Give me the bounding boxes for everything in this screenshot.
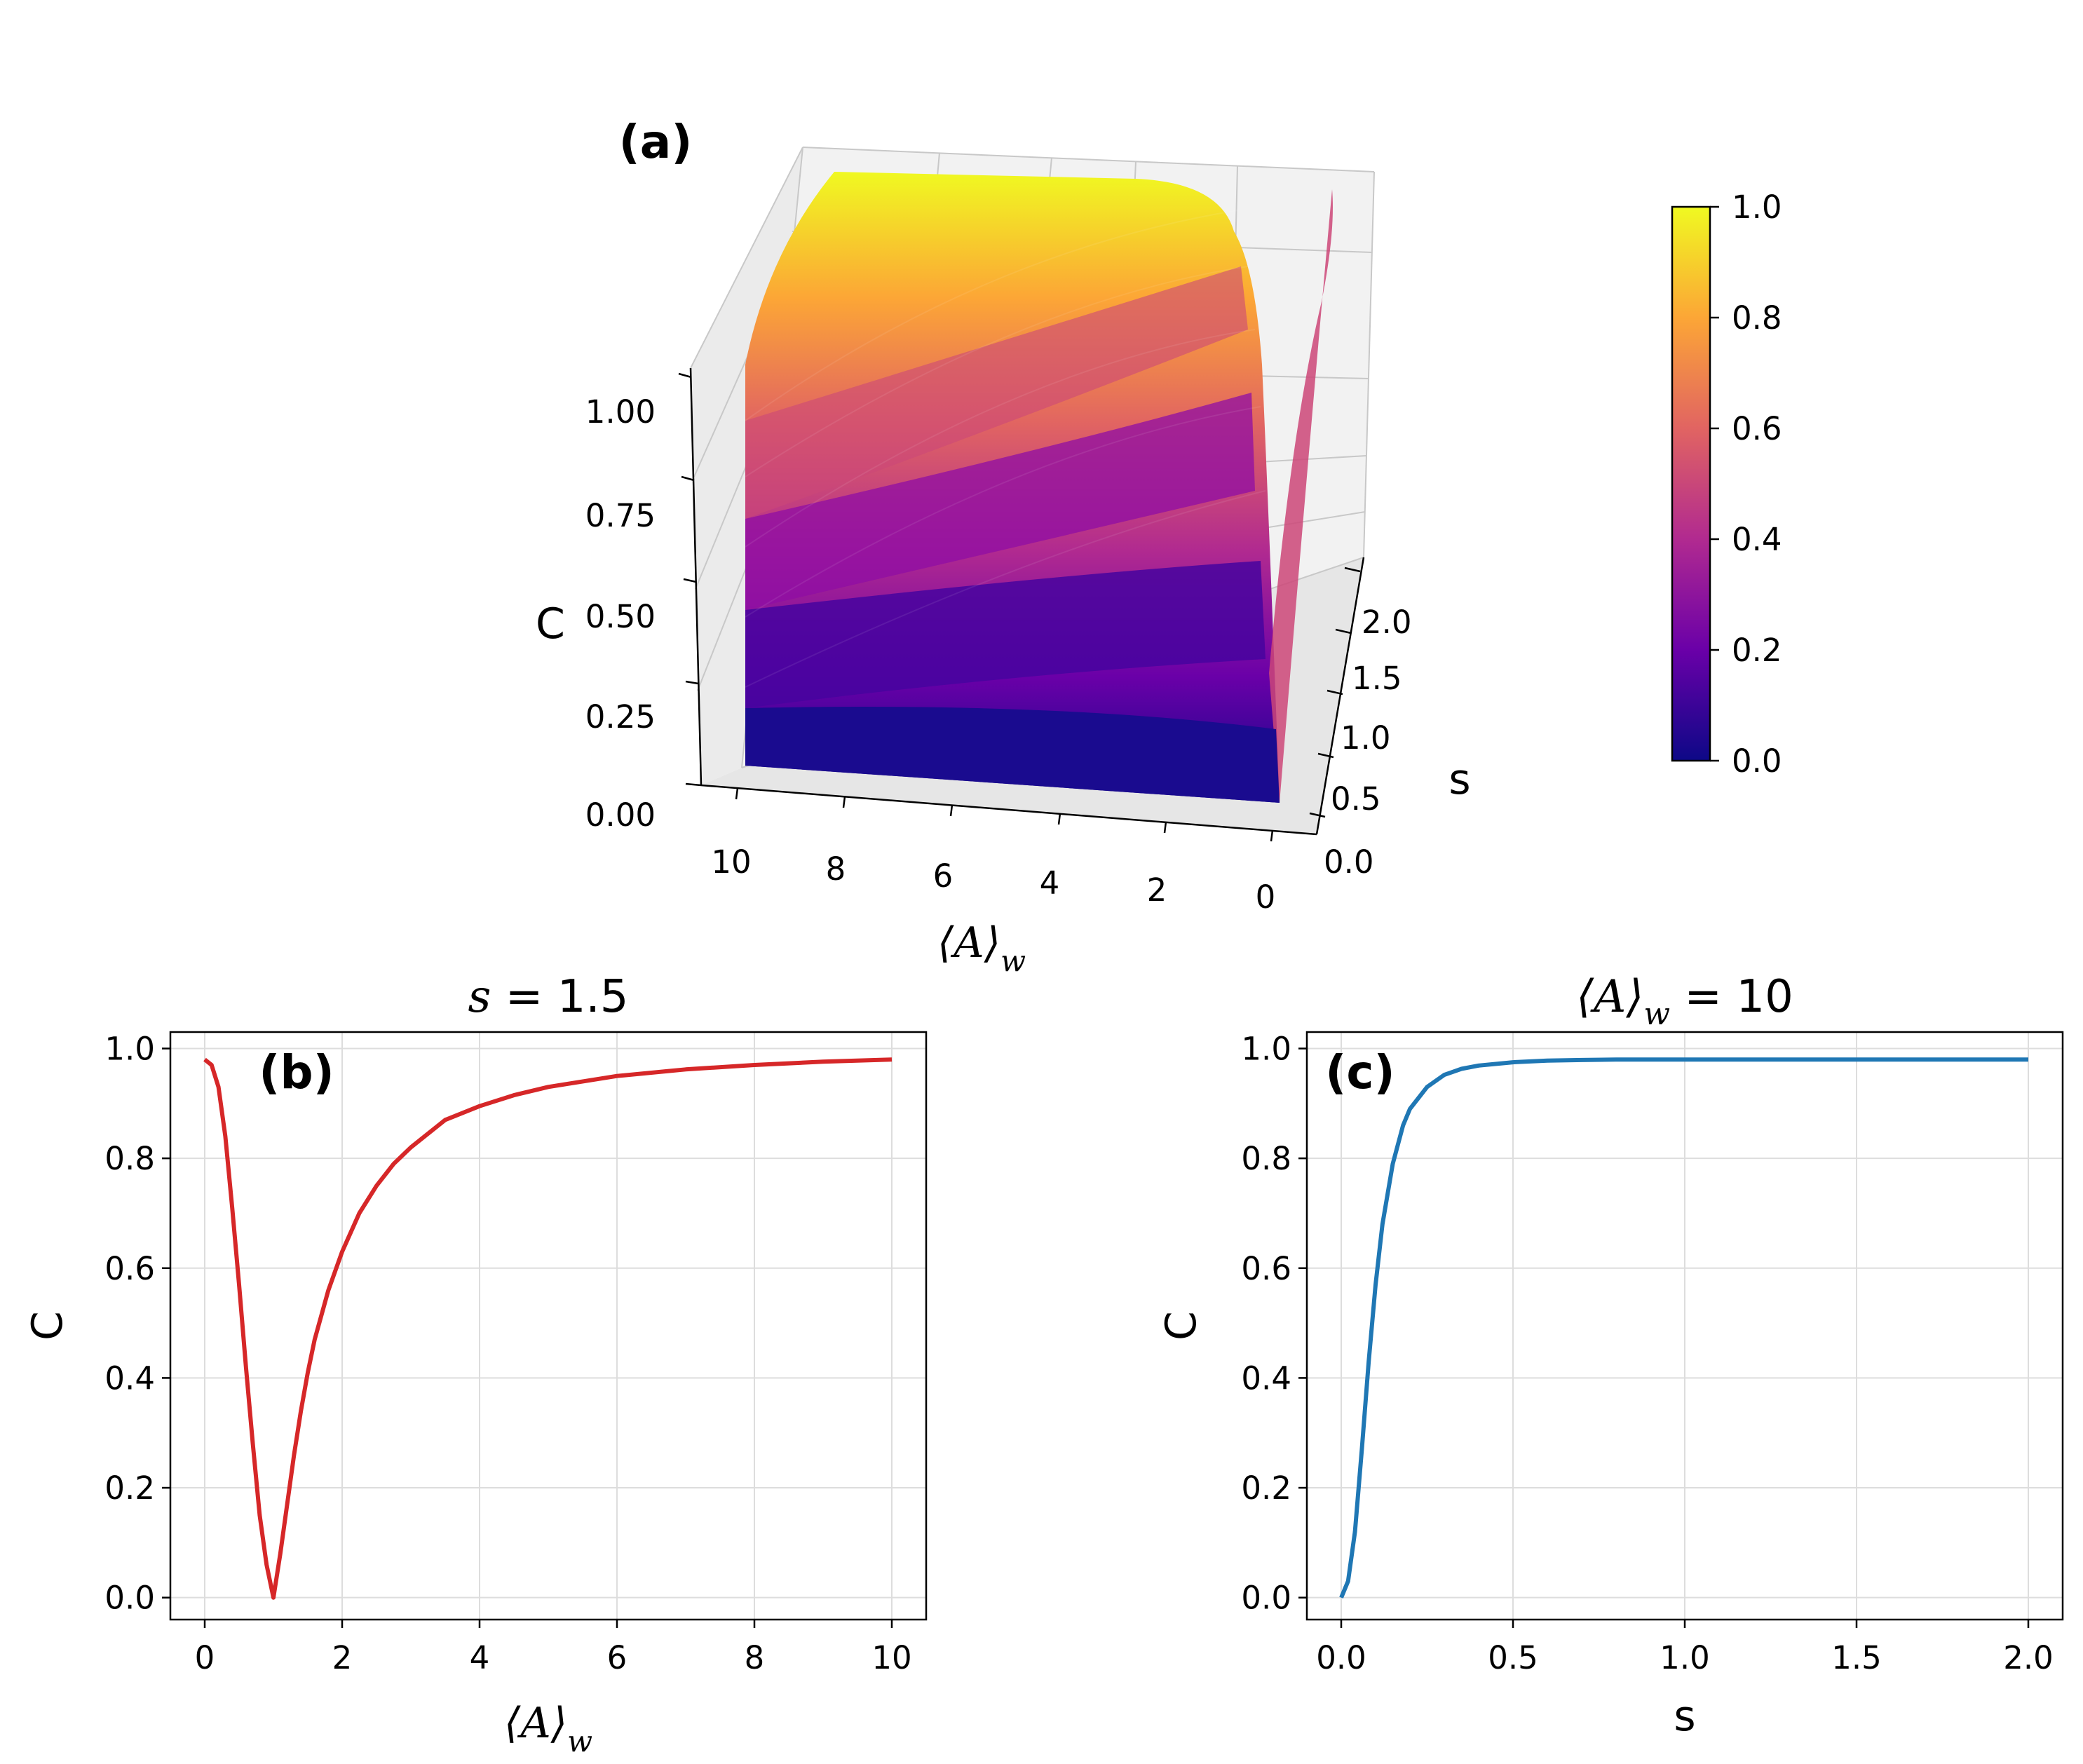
y-tick-label: 1.0	[104, 1030, 155, 1067]
z-tick-mark	[685, 782, 702, 787]
colorbar-tick-label: 0.4	[1732, 521, 1782, 558]
panel-label-b: (b)	[259, 1045, 334, 1099]
x-tick-mark	[735, 787, 739, 800]
z-tick-mark	[685, 680, 699, 685]
s-tick-mark	[1327, 689, 1343, 696]
series-line	[203, 1057, 893, 1600]
x-ticks: 0 2 4 6 8 10	[195, 1620, 912, 1676]
x-tick-label: 0	[195, 1639, 215, 1676]
s-tick-label: 2.0	[1362, 604, 1412, 641]
y-tick-label: 0.8	[104, 1140, 155, 1177]
colorbar-tick-label: 0.2	[1732, 632, 1782, 669]
x-tick-label: 2	[332, 1639, 353, 1676]
z-tick-label: 0.00	[585, 796, 656, 834]
y-tick-label: 0.0	[104, 1580, 155, 1617]
x-tick-label: 0.0	[1316, 1639, 1366, 1676]
x-tick-label: 10	[711, 843, 751, 881]
x-tick-label: 2	[1147, 871, 1167, 909]
z-tick-label: 0.50	[585, 598, 656, 635]
x-tick-label: 4	[470, 1639, 490, 1676]
x-ticks: 0.0 0.5 1.0 1.5 2.0	[1316, 1620, 2054, 1676]
panel-label-c: (c)	[1325, 1045, 1395, 1099]
s-tick-mark	[1344, 566, 1361, 573]
surface	[745, 172, 1333, 803]
s-tick-label: 1.5	[1352, 660, 1402, 697]
plot-frame	[169, 1031, 928, 1621]
y-tick-label: 0.6	[104, 1250, 155, 1287]
s-tick-label: 0.5	[1331, 780, 1381, 817]
s-axis-label: s	[1448, 755, 1470, 804]
z-tick-mark	[681, 475, 695, 482]
y-axis-label: C	[1157, 1311, 1206, 1341]
colorbar-tick-label: 1.0	[1732, 189, 1782, 226]
x-tick-label: 0.5	[1488, 1639, 1538, 1676]
s-axis-3d: 0.0 0.5 1.0 1.5 2.0 s	[1309, 557, 1471, 881]
grid	[1307, 1032, 2063, 1620]
x-tick-label: 8	[826, 850, 846, 888]
x-tick-label: 1.5	[1831, 1639, 1882, 1676]
y-ticks: 0.0 0.2 0.4 0.6 0.8 1.0	[104, 1030, 170, 1617]
x-axis-3d: 10 8 6 4 2 0 ⟨A⟩w	[700, 784, 1317, 978]
colorbar-tick-label: 0.0	[1732, 742, 1782, 780]
y-tick-label: 1.0	[1241, 1030, 1291, 1067]
y-tick-label: 0.4	[1241, 1359, 1291, 1397]
x-tick-mark	[1163, 821, 1167, 834]
y-tick-label: 0.8	[1241, 1140, 1291, 1177]
s-tick-label: 0.0	[1324, 843, 1374, 881]
x-axis-label: s	[1674, 1692, 1695, 1741]
s-tick-mark	[1309, 812, 1326, 818]
x-tick-label: 4	[1040, 864, 1060, 902]
x-tick-label: 1.0	[1660, 1639, 1710, 1676]
colorbar-tick-label: 0.6	[1732, 410, 1782, 447]
z-tick-label: 0.75	[585, 497, 656, 534]
x-tick-mark	[949, 804, 954, 817]
y-tick-label: 0.4	[104, 1359, 155, 1397]
x-axis-label: ⟨A⟩w	[504, 1699, 592, 1758]
x-tick-label: 2.0	[2003, 1639, 2054, 1676]
x-axis-label: ⟨A⟩w	[937, 918, 1026, 978]
x-tick-label: 6	[933, 857, 954, 895]
y-tick-label: 0.2	[1241, 1470, 1291, 1507]
x-tick-mark	[1270, 829, 1274, 842]
x-tick-label: 10	[871, 1639, 911, 1676]
z-tick-label: 0.25	[585, 698, 656, 735]
z-tick-label: 1.00	[585, 393, 656, 430]
colorbar: 0.0 0.2 0.4 0.6 0.8 1.0	[1671, 189, 1782, 780]
y-tick-label: 0.2	[104, 1470, 155, 1507]
grid	[170, 1032, 926, 1620]
y-axis-label: C	[23, 1311, 72, 1341]
z-axis: 0.00 0.25 0.50 0.75 1.00 C	[536, 367, 703, 834]
panel-c-title: ⟨A⟩w = 10	[1576, 971, 1793, 1032]
colorbar-tick-label: 0.8	[1732, 299, 1782, 337]
colorbar-bar	[1671, 205, 1711, 762]
x-tick-label: 6	[607, 1639, 627, 1676]
y-ticks: 0.0 0.2 0.4 0.6 0.8 1.0	[1241, 1030, 1307, 1617]
x-tick-mark	[1057, 813, 1061, 825]
s-tick-mark	[1335, 628, 1352, 635]
z-tick-mark	[678, 372, 692, 379]
s-tick-label: 1.0	[1341, 719, 1391, 757]
panel-b-title: s = 1.5	[468, 971, 629, 1023]
s-tick-mark	[1317, 752, 1334, 759]
panel-label-a: (a)	[619, 115, 693, 169]
x-tick-label: 8	[745, 1639, 765, 1676]
x-tick-label: 0	[1256, 878, 1276, 916]
panel-c-line-chart: 0.0 0.5 1.0 1.5 2.0 0.0 0.2 0.4 0.6 0.8 1.0 ⟨A⟩w …	[1157, 971, 2064, 1741]
series-line	[1339, 1057, 2028, 1599]
y-tick-label: 0.0	[1241, 1580, 1291, 1617]
panel-b-line-chart: 0 2 4 6 8 10 0.0 0.2 0.4 0.6 0.8 1.0 s = 1.5 (b) ⟨…	[23, 971, 928, 1758]
z-tick-mark	[683, 578, 697, 583]
z-axis-label: C	[536, 599, 565, 649]
panel-a-surface-plot: 0.00 0.25 0.50 0.75 1.00 C 10 8 6 4 2 0 …	[536, 115, 1782, 978]
y-tick-label: 0.6	[1241, 1250, 1291, 1287]
x-tick-mark	[842, 796, 846, 808]
